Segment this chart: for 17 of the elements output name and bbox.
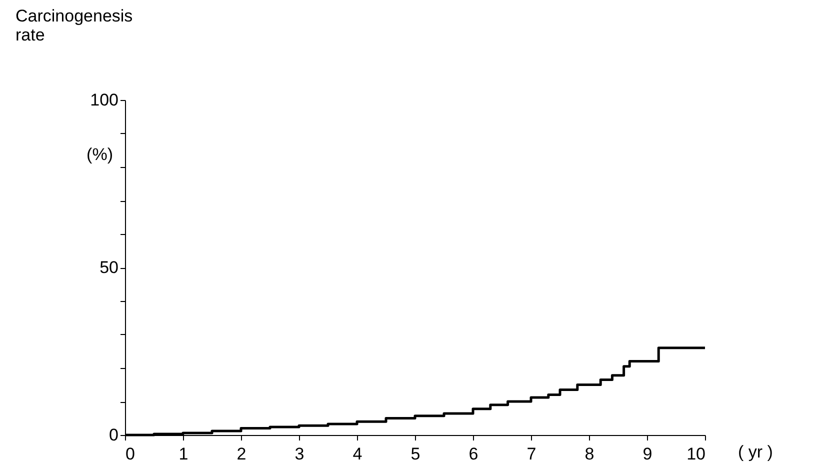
x-tick-label: 2 bbox=[236, 444, 246, 464]
x-tick-label: 4 bbox=[352, 444, 362, 464]
x-axis-title: ( yr ) bbox=[738, 442, 773, 462]
x-tick-label: 7 bbox=[526, 444, 536, 464]
y-axis-title: Carcinogenesis rate bbox=[16, 6, 133, 44]
x-tick-label: 10 bbox=[686, 444, 706, 464]
text: (%) bbox=[86, 145, 113, 164]
x-tick-label: 3 bbox=[294, 444, 304, 464]
x-tick-label: 6 bbox=[468, 444, 478, 464]
x-tick-label: 1 bbox=[178, 444, 188, 464]
y-tick-label: 50 bbox=[100, 258, 118, 277]
x-tick-label: 0 bbox=[126, 444, 135, 464]
x-tick-label: 9 bbox=[642, 444, 652, 464]
x-tick-label: 8 bbox=[584, 444, 594, 464]
y-tick-label: 100 bbox=[90, 90, 118, 110]
x-tick-label: 5 bbox=[410, 444, 420, 464]
y-tick-label: 0 bbox=[109, 426, 118, 444]
